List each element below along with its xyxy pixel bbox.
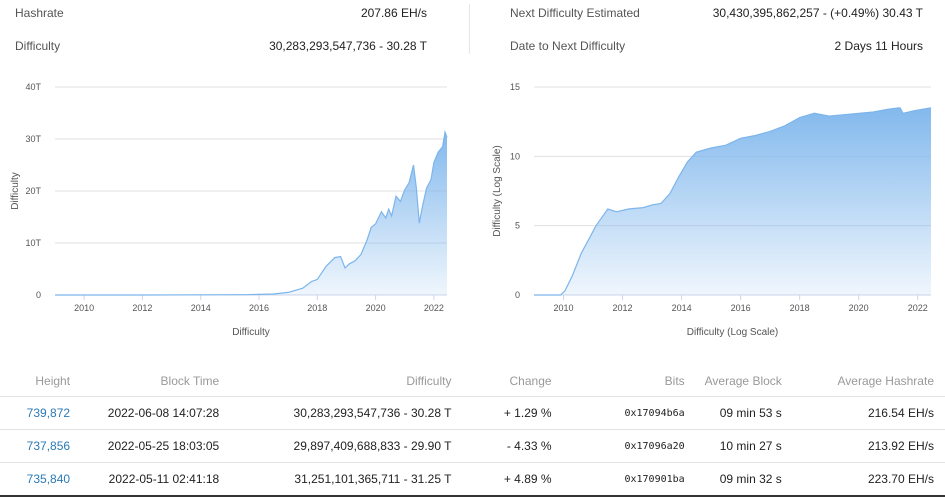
difficulty-log-chart-svg: 0 5 10 15 2010 2012 2014 2016 2018 2020 2022 Diffic… bbox=[492, 82, 932, 338]
change-cell: + 1.29 % bbox=[451, 396, 552, 430]
x-axis-title: Difficulty (Log Scale) bbox=[687, 327, 779, 338]
difficulty-cell: 31,251,101,365,711 - 31.25 T bbox=[219, 462, 452, 497]
y-tick-label: 0 bbox=[515, 290, 520, 300]
table-row: 735,840 2022-05-11 02:41:18 31,251,101,3… bbox=[0, 462, 945, 497]
average-hashrate-cell: 216.54 EH/s bbox=[781, 396, 945, 430]
date-to-next-label: Date to Next Difficulty bbox=[510, 39, 626, 53]
bits-cell: 0x17096a20 bbox=[551, 429, 685, 463]
x-tick-label: 2022 bbox=[424, 303, 444, 313]
average-block-cell: 10 min 27 s bbox=[684, 429, 782, 463]
change-cell: - 4.33 % bbox=[451, 429, 552, 463]
table-row: 737,856 2022-05-25 18:03:05 29,897,409,6… bbox=[0, 429, 945, 463]
average-block-cell: 09 min 32 s bbox=[684, 462, 782, 497]
x-tick-label: 2016 bbox=[731, 303, 751, 313]
bits-cell: 0x170901ba bbox=[551, 462, 685, 497]
date-to-next-value: 2 Days 11 Hours bbox=[834, 39, 923, 53]
y-axis-title: Difficulty bbox=[10, 172, 21, 210]
x-axis-title: Difficulty bbox=[232, 327, 270, 338]
average-hashrate-cell: 223.70 EH/s bbox=[781, 462, 945, 497]
y-tick-label: 15 bbox=[510, 82, 520, 92]
change-cell: + 4.89 % bbox=[451, 462, 552, 497]
table-row: 739,872 2022-06-08 14:07:28 30,283,293,5… bbox=[0, 396, 945, 430]
x-tick-label: 2018 bbox=[790, 303, 810, 313]
difficulty-cell: 29,897,409,688,833 - 29.90 T bbox=[219, 429, 452, 463]
y-tick-label: 5 bbox=[515, 221, 520, 231]
difficulty-label: Difficulty bbox=[15, 39, 61, 53]
height-link[interactable]: 735,840 bbox=[26, 472, 71, 486]
hashrate-label: Hashrate bbox=[15, 6, 64, 20]
x-tick-label: 2010 bbox=[554, 303, 574, 313]
x-tick-label: 2014 bbox=[672, 303, 692, 313]
x-tick-label: 2014 bbox=[191, 303, 211, 313]
y-tick-label: 10T bbox=[25, 238, 41, 248]
average-block-cell: 09 min 53 s bbox=[684, 396, 782, 430]
x-tick-label: 2012 bbox=[132, 303, 152, 313]
bits-cell: 0x17094b6a bbox=[551, 396, 685, 430]
difficulty-log-chart: 0 5 10 15 2010 2012 2014 2016 2018 2020 2022 Diffic… bbox=[480, 70, 945, 355]
header-average-hashrate: Average Hashrate bbox=[837, 374, 934, 388]
table-header-row: Height Block Time Difficulty Change Bits… bbox=[0, 366, 945, 397]
header-block-time: Block Time bbox=[160, 374, 220, 388]
x-tick-label: 2016 bbox=[249, 303, 269, 313]
header-change: Change bbox=[509, 374, 552, 388]
difficulty-chart-svg: 0 10T 20T 30T 40T 2010 2012 2014 2016 2018 2020 202… bbox=[10, 82, 448, 338]
height-link[interactable]: 739,872 bbox=[26, 406, 71, 420]
difficulty-area bbox=[55, 132, 447, 295]
next-difficulty-label: Next Difficulty Estimated bbox=[510, 6, 640, 20]
y-tick-label: 20T bbox=[25, 186, 41, 196]
y-tick-label: 0 bbox=[36, 290, 41, 300]
next-difficulty-value: 30,430,395,862,257 - (+0.49%) 30.43 T bbox=[712, 6, 923, 20]
height-link[interactable]: 737,856 bbox=[26, 439, 71, 453]
header-difficulty: Difficulty bbox=[406, 374, 452, 388]
block-time-cell: 2022-05-11 02:41:18 bbox=[70, 462, 220, 497]
hashrate-value: 207.86 EH/s bbox=[360, 6, 427, 20]
header-average-block: Average Block bbox=[704, 374, 782, 388]
difficulty-log-area bbox=[534, 107, 931, 295]
block-time-cell: 2022-06-08 14:07:28 bbox=[70, 396, 220, 430]
y-tick-label: 30T bbox=[25, 134, 41, 144]
header-height: Height bbox=[35, 374, 71, 388]
x-tick-label: 2018 bbox=[307, 303, 327, 313]
x-tick-label: 2022 bbox=[908, 303, 928, 313]
y-axis-title: Difficulty (Log Scale) bbox=[492, 145, 503, 237]
x-tick-label: 2010 bbox=[74, 303, 94, 313]
difficulty-table: Height Block Time Difficulty Change Bits… bbox=[0, 366, 945, 497]
stats-divider bbox=[469, 4, 470, 54]
y-tick-label: 10 bbox=[510, 151, 520, 161]
y-tick-label: 40T bbox=[25, 82, 41, 92]
block-time-cell: 2022-05-25 18:03:05 bbox=[70, 429, 220, 463]
difficulty-value: 30,283,293,547,736 - 30.28 T bbox=[269, 39, 427, 53]
x-tick-label: 2012 bbox=[613, 303, 633, 313]
x-tick-label: 2020 bbox=[366, 303, 386, 313]
average-hashrate-cell: 213.92 EH/s bbox=[781, 429, 945, 463]
difficulty-line bbox=[55, 129, 448, 296]
header-bits: Bits bbox=[664, 374, 685, 388]
difficulty-log-line bbox=[534, 107, 932, 296]
difficulty-cell: 30,283,293,547,736 - 30.28 T bbox=[219, 396, 452, 430]
x-tick-label: 2020 bbox=[849, 303, 869, 313]
difficulty-chart: 0 10T 20T 30T 40T 2010 2012 2014 2016 2018 2020 202… bbox=[0, 70, 470, 355]
